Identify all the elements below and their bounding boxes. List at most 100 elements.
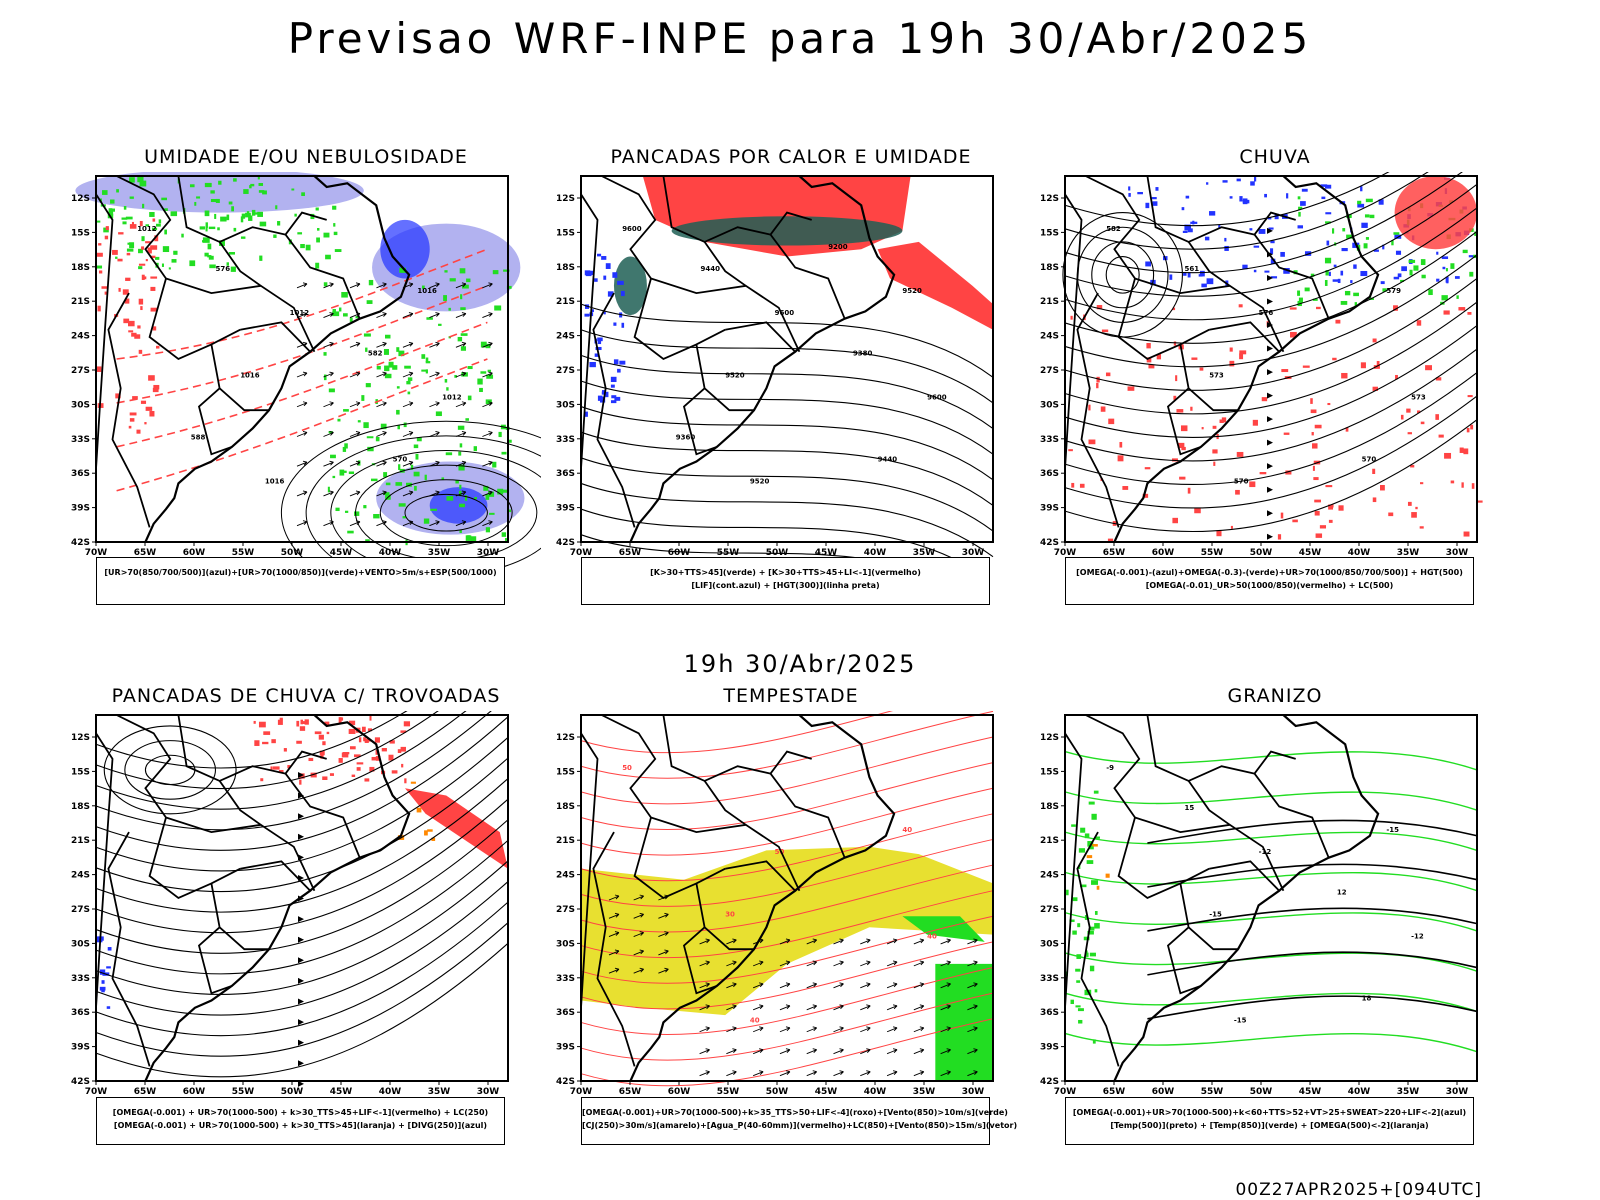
thunderstorm-orange-cell — [424, 830, 428, 836]
low-humidity-green-cell — [473, 446, 477, 452]
lat-tick-label: 21S — [556, 297, 575, 307]
omega-ur-red-cell — [1119, 441, 1123, 448]
lat-tick-label: 15S — [556, 228, 575, 238]
low-humidity-green-cell — [161, 263, 164, 267]
omega-ur-red-cell — [1435, 377, 1442, 381]
low-humidity-green-cell — [217, 227, 220, 231]
lon-tick-label: 55W — [1201, 1087, 1224, 1097]
thunderstorm-orange-cell — [416, 807, 422, 813]
omega-green-cell — [1353, 292, 1359, 297]
omega500-orange-cell — [1092, 844, 1098, 847]
thunderstorm-orange-cell — [410, 781, 416, 784]
omega-ur-red-cell — [1144, 467, 1151, 470]
omega-ur-red-cell — [1315, 533, 1323, 538]
lat-tick-label: 18S — [71, 802, 90, 812]
low-humidity-green-cell — [454, 374, 457, 378]
lc250-streamline-arrow — [298, 916, 304, 923]
low-humidity-green-cell — [214, 213, 217, 219]
state-border — [725, 321, 796, 353]
low-humidity-green-cell — [209, 264, 216, 269]
contour-label: 9600 — [775, 309, 795, 317]
omega-blue-cell — [1264, 193, 1267, 198]
lc250-streamline — [95, 942, 509, 1078]
contour-label: 40 — [750, 1016, 760, 1024]
low-humidity-green-cell — [457, 336, 463, 342]
temp850-noise-cell — [1075, 1005, 1081, 1008]
omega-blue-cell — [1145, 202, 1150, 209]
low-humidity-green-cell — [246, 211, 250, 214]
thunderstorm-red-cell — [338, 717, 342, 724]
wind850-vector — [752, 1070, 764, 1077]
state-border — [1209, 860, 1280, 892]
omega-blue-cell — [1382, 244, 1385, 250]
low-humidity-green-cell — [189, 260, 196, 267]
low-humidity-green-cell — [258, 190, 265, 193]
lc250-streamline — [95, 922, 509, 1057]
wind850-vector — [940, 1004, 951, 1011]
panel-granizo: GRANIZO -9 -12 -12 -15 -15 -15 18 15 12 12S 15S 18S… — [1040, 685, 1510, 1161]
wind850-vector — [913, 938, 925, 945]
lc250-streamline-arrow — [298, 813, 304, 820]
wind-vector — [296, 490, 308, 497]
low-humidity-green-cell — [365, 347, 368, 352]
wind-vector — [429, 312, 440, 318]
low-humidity-green-cell — [164, 208, 168, 211]
lifted-index-blue-cell — [620, 290, 625, 297]
lon-tick-label: 40W — [379, 548, 402, 558]
wind850-vector — [886, 1048, 898, 1055]
omega-ur-red-cell — [1420, 482, 1424, 485]
contour-label: 9440 — [700, 265, 720, 273]
omega-blue-cell — [1332, 279, 1340, 282]
wind850-vector — [752, 960, 764, 967]
lc500-streamline-arrow — [1267, 274, 1273, 281]
contour-label: -15 — [1386, 826, 1399, 834]
omega-blue-cell — [1270, 248, 1274, 254]
low-humidity-green-cell — [375, 436, 380, 442]
thickness-red-cell — [128, 320, 135, 327]
low-humidity-green-cell — [421, 369, 427, 372]
state-border — [210, 883, 269, 951]
map-frame — [1064, 714, 1478, 1082]
low-humidity-green — [323, 267, 512, 546]
thunderstorm-red-cell — [341, 752, 349, 758]
lat-tick-label: 24S — [556, 871, 575, 881]
contour-label: 570 — [393, 455, 408, 463]
lat-tick-label: 18S — [71, 263, 90, 273]
lc250-streamline — [95, 716, 509, 851]
temp850-noise-cell — [1078, 848, 1086, 853]
wind-vector — [349, 490, 361, 497]
thickness-red-cell — [129, 418, 135, 422]
lc500-streamline-arrow — [1267, 463, 1273, 470]
wind-vector — [296, 520, 308, 527]
lon-tick-label: 65W — [619, 1087, 642, 1097]
thunderstorm-red-cell — [348, 728, 356, 734]
lat-tick-label: 42S — [1040, 538, 1059, 548]
wind-vector — [429, 371, 440, 378]
omega-ur-red-cell — [1213, 461, 1216, 466]
low-humidity-green-cell — [161, 197, 167, 201]
thunderstorm-red-cell — [388, 754, 394, 761]
wind-vector — [402, 341, 414, 348]
wind850-vector — [699, 1048, 710, 1055]
omega-ur-red-cell — [1325, 485, 1333, 488]
state-border — [662, 714, 812, 782]
wind-vector — [429, 401, 440, 408]
low-humidity-green-cell — [138, 248, 143, 254]
lat-tick-label: 18S — [556, 263, 575, 273]
omega-green-cell — [1324, 257, 1332, 264]
low-humidity-green-cell — [96, 220, 101, 223]
thunderstorm-red-cell — [319, 750, 325, 756]
thunderstorm-red-cell — [369, 766, 375, 772]
state-border — [1187, 241, 1231, 287]
thickness-red-cell — [136, 429, 141, 434]
hgt300-contour — [580, 380, 994, 455]
low-humidity-green-cell — [125, 216, 133, 220]
wind850-vector — [658, 949, 669, 956]
thickness-red-cell — [148, 375, 155, 381]
wind850-vector — [699, 1070, 710, 1077]
thickness-red-cell — [128, 425, 132, 429]
lc250-vortex — [124, 740, 217, 800]
omega-ur-red-cell — [1285, 470, 1292, 475]
thunderstorm-red-cell — [283, 748, 287, 752]
lc500-streamline-arrow — [1267, 369, 1273, 376]
